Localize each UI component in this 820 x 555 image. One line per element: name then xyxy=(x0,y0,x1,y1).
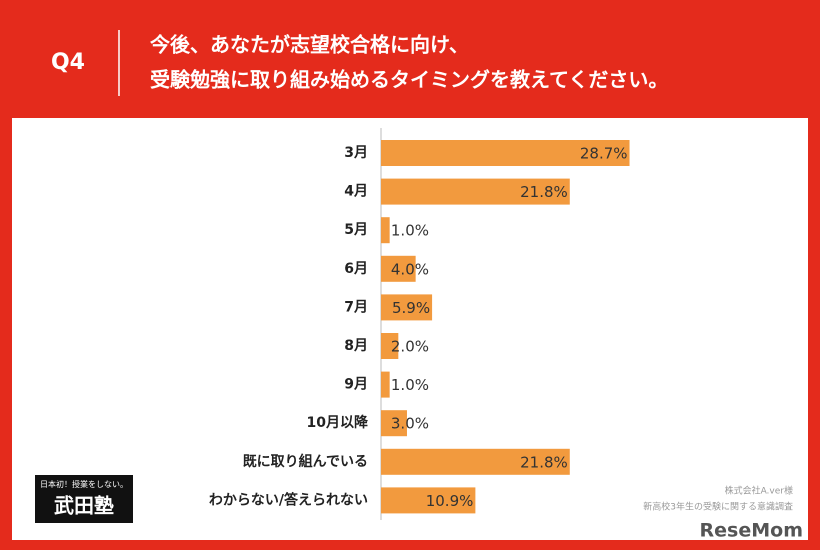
category-label: 既に取り組んでいる xyxy=(243,453,368,470)
value-label: 4.0% xyxy=(391,260,429,278)
bar xyxy=(381,178,570,205)
category-label: わからない/答えられない xyxy=(209,491,368,508)
logo-box xyxy=(35,475,133,523)
bar xyxy=(381,217,390,244)
source-line: 新高校3年生の受験に関する意識調査 xyxy=(643,501,793,513)
value-label: 3.0% xyxy=(391,415,429,433)
bar xyxy=(381,448,570,475)
value-label: 2.0% xyxy=(391,338,429,356)
watermark: ReseMom xyxy=(700,520,803,542)
question-number: Q4 xyxy=(51,50,85,75)
category-label: 6月 xyxy=(344,261,368,277)
value-label: 21.8% xyxy=(520,183,568,201)
question-line: 受験勉強に取り組み始めるタイミングを教えてください。 xyxy=(150,68,668,92)
bar xyxy=(381,371,390,398)
value-label: 5.9% xyxy=(392,299,430,317)
category-label: 9月 xyxy=(344,377,368,393)
bar xyxy=(381,255,416,282)
question-line: 今後、あなたが志望校合格に向け、 xyxy=(150,33,469,57)
category-label: 5月 xyxy=(344,222,368,238)
bar xyxy=(381,487,476,514)
logo-name: 武田塾 xyxy=(54,494,114,518)
value-label: 21.8% xyxy=(520,453,568,471)
value-label: 1.0% xyxy=(391,222,429,240)
category-label: 8月 xyxy=(344,338,368,354)
category-label: 3月 xyxy=(344,145,368,161)
value-label: 1.0% xyxy=(391,376,429,394)
value-label: 28.7% xyxy=(580,145,628,163)
value-label: 10.9% xyxy=(426,492,474,510)
bars: 3月 28.7% 4月 21.8% 5月 1.0% 6月 4.0% 7月 5.9% 8月 2.0% 9月… xyxy=(209,140,630,514)
bar xyxy=(381,294,433,321)
category-label: 4月 xyxy=(344,184,368,200)
source-line: 株式会社A.ver様 xyxy=(725,485,793,497)
category-label: 7月 xyxy=(344,299,368,315)
category-label: 10月以降 xyxy=(307,414,369,431)
bar xyxy=(381,140,630,166)
bar xyxy=(381,410,407,437)
bar xyxy=(381,333,399,359)
logo-tagline: 日本初！授業をしない。 xyxy=(40,479,128,489)
